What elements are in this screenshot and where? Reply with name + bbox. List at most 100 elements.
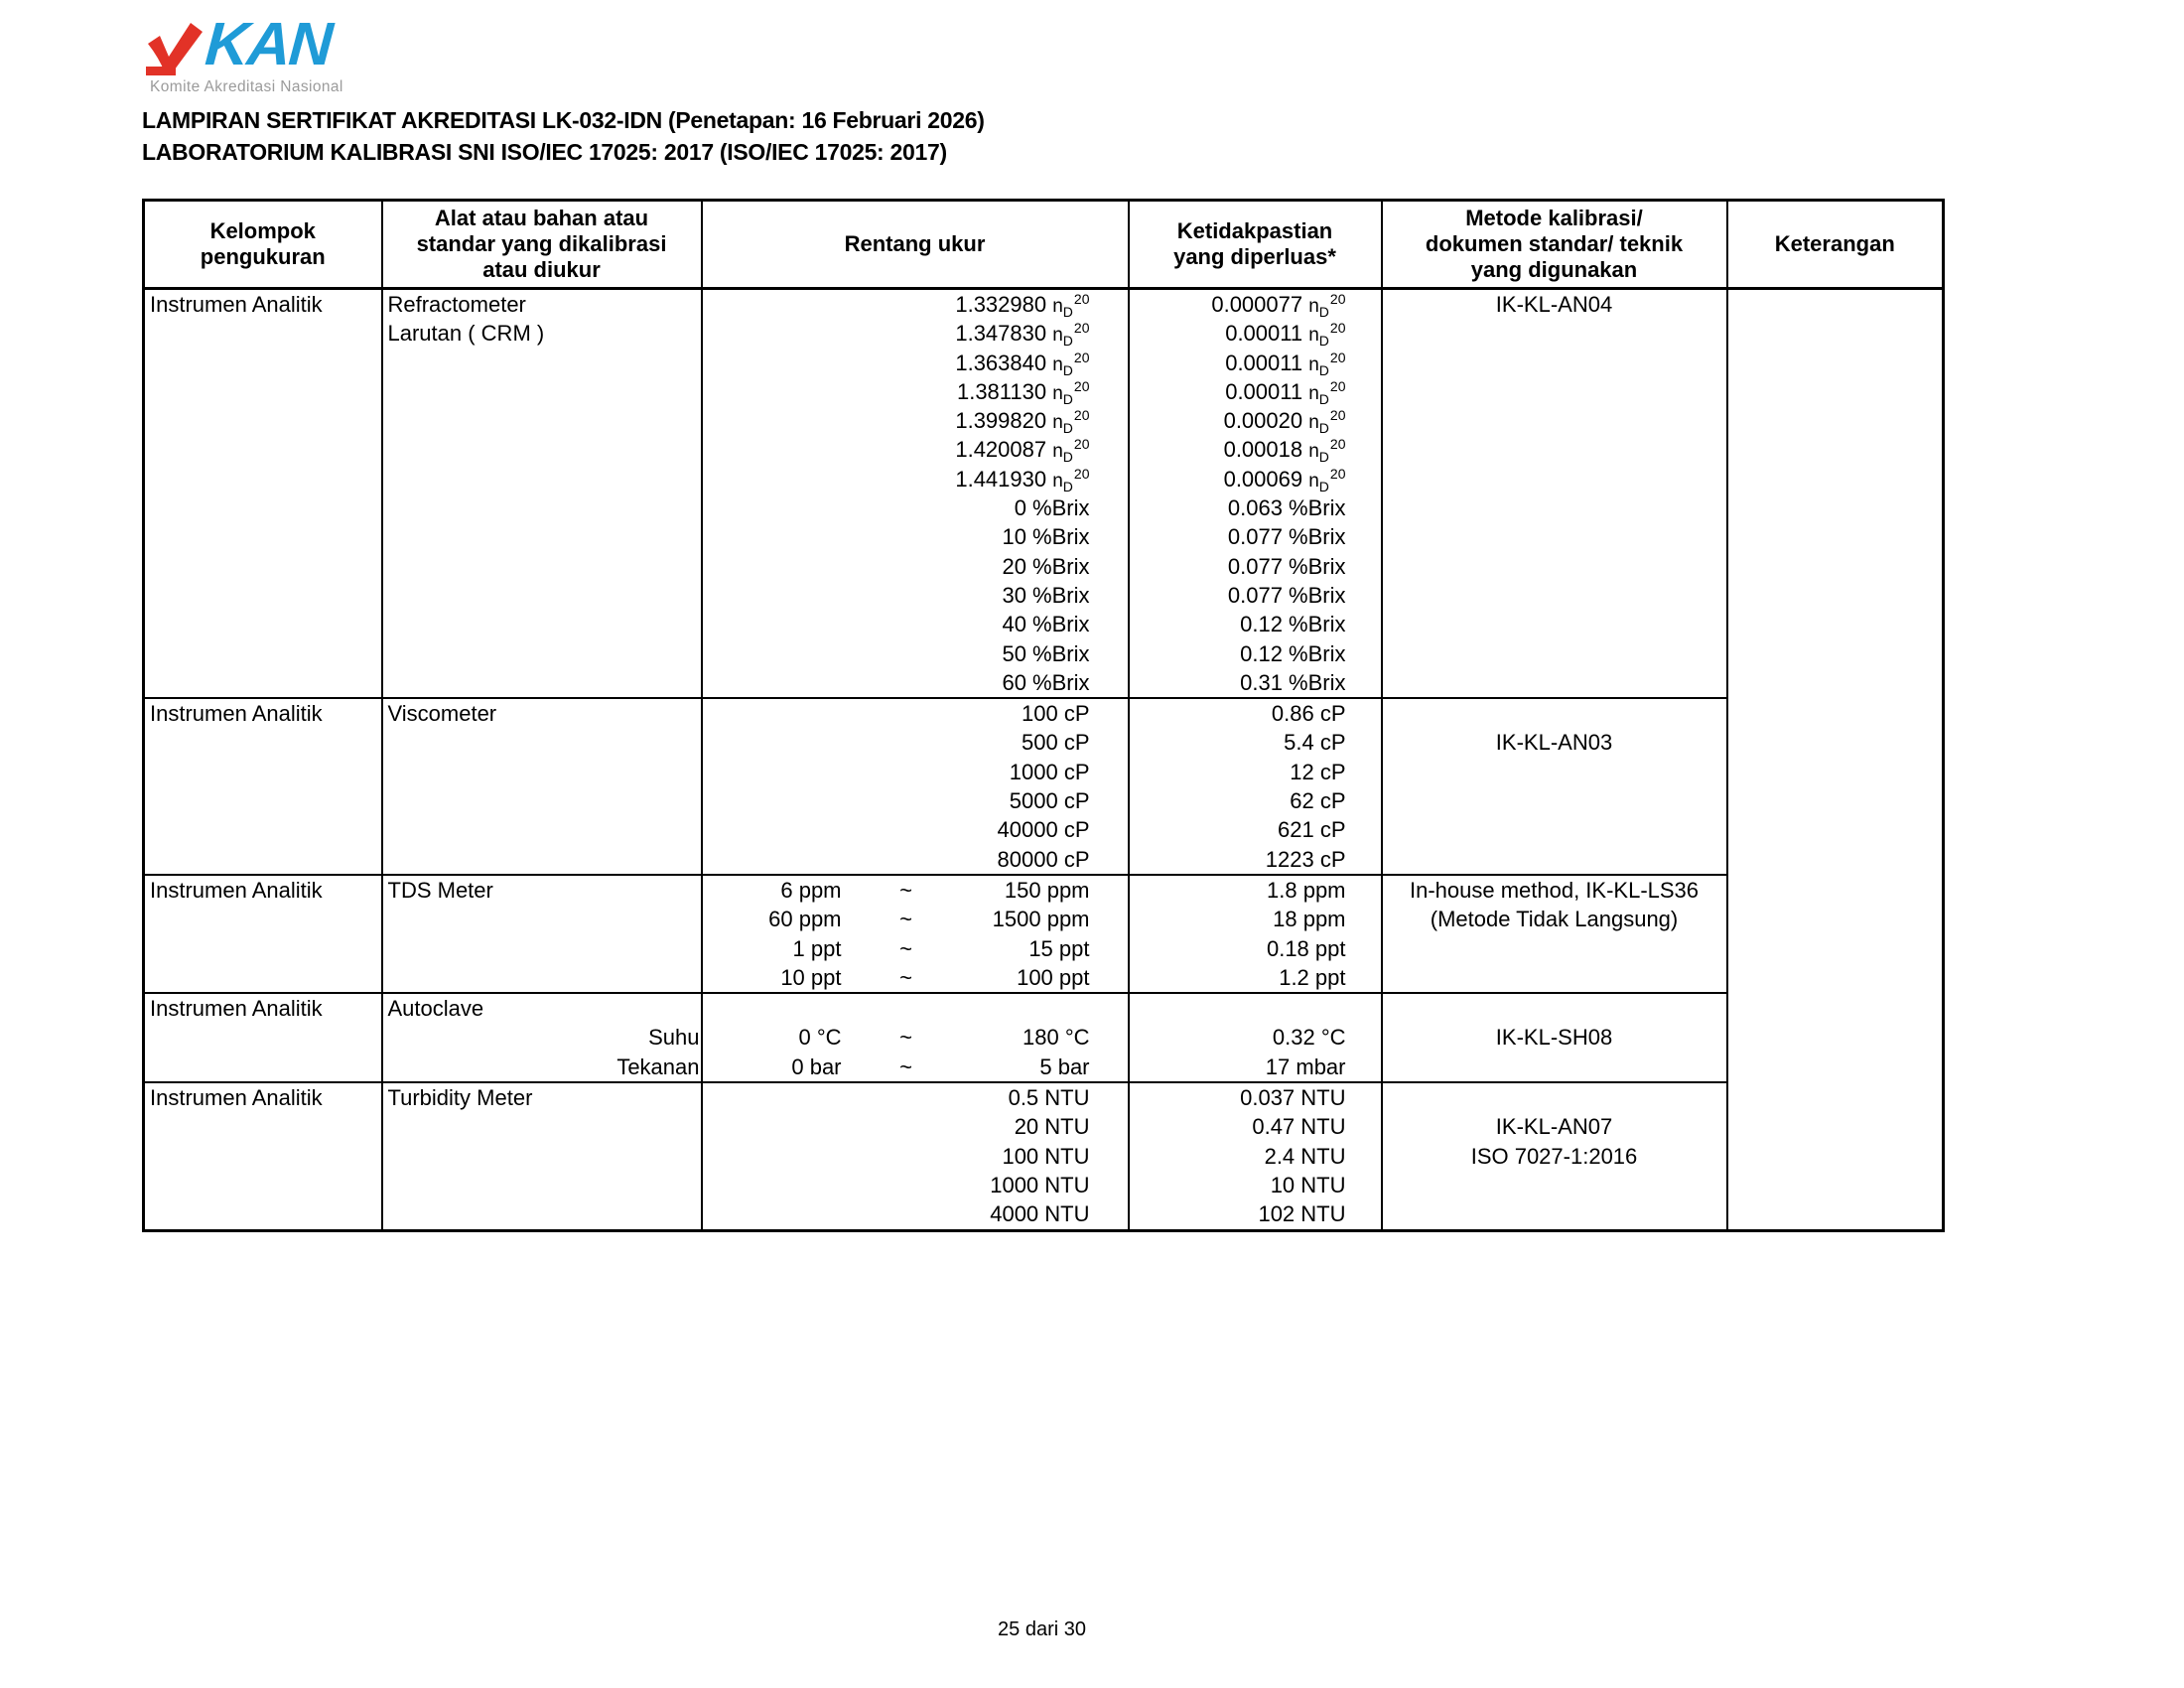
- uncertainty-line: 0.00020 nD20: [1223, 407, 1346, 436]
- metode-line: [1383, 1199, 1726, 1228]
- page-number: 25 dari 30: [998, 1618, 1086, 1640]
- metode-line: [1383, 581, 1726, 610]
- rentang-line: 40000 cP: [997, 817, 1090, 843]
- rentang-line: 1000 cP: [1009, 759, 1090, 784]
- header-metode-kalibrasi: Metode kalibrasi/ dokumen standar/ tekni…: [1380, 199, 1728, 290]
- title-line-2: LABORATORIUM KALIBRASI SNI ISO/IEC 17025…: [142, 139, 947, 165]
- range-tilde: ~: [899, 877, 912, 903]
- metode-line: [1383, 815, 1726, 844]
- alat-line: Viscometer: [387, 701, 497, 727]
- rentang-line: 1.399820 nD20: [955, 407, 1090, 436]
- table-header-row: Kelompok pengukuran Alat atau bahan atau…: [142, 199, 1945, 290]
- metode-line: [1383, 786, 1726, 815]
- alat-line: TDS Meter: [387, 877, 493, 903]
- cell-metode: In-house method, IK-KL-LS36 (Metode Tidak…: [1380, 873, 1728, 995]
- uncertainty-line: 0.077 %Brix: [1227, 553, 1346, 579]
- alat-line: [383, 639, 701, 668]
- range-max: 5 bar: [1039, 1054, 1090, 1079]
- kelompok-label: Instrumen Analitik: [150, 292, 323, 317]
- alat-line: [383, 493, 701, 522]
- alat-line: [383, 845, 701, 874]
- uncertainty-line: 0.037 NTU: [1240, 1085, 1346, 1111]
- cell-kelompok: Instrumen Analitik: [142, 287, 383, 700]
- cell-metode: IK-KL-AN04: [1380, 287, 1728, 700]
- alat-line: [383, 758, 701, 786]
- kan-logo-text: KAN: [203, 10, 334, 77]
- table-section-row: Instrumen Analitik Autoclave Suhu Tekanan 0 …: [142, 992, 1944, 1084]
- cell-kelompok: Instrumen Analitik: [142, 873, 383, 995]
- metode-line: IK-KL-SH08: [1495, 1025, 1613, 1051]
- refractive-index-unit: nD20: [1308, 407, 1346, 436]
- rentang-line: 20 NTU: [1014, 1114, 1090, 1140]
- alat-line: [383, 610, 701, 638]
- range-max: 15 ppt: [1028, 935, 1090, 961]
- uncertainty-line: 12 cP: [1290, 759, 1346, 784]
- cell-rentang-ukur: 0.5 NTU 20 NTU 100 NTU 1000 NTU 4000 NTU: [700, 1081, 1130, 1231]
- rentang-line: 10 ppt ~100 ppt: [703, 963, 1128, 992]
- alat-line: [383, 786, 701, 815]
- alat-line: [383, 1142, 701, 1171]
- kelompok-label: Instrumen Analitik: [150, 701, 323, 727]
- metode-line: [1383, 522, 1726, 551]
- uncertainty-line: 0.12 %Brix: [1240, 640, 1346, 666]
- rentang-line: 60 ppm ~1500 ppm: [703, 905, 1128, 933]
- range-max: 150 ppm: [1004, 877, 1090, 903]
- alat-line: [383, 963, 701, 992]
- refractive-index-unit: nD20: [1052, 436, 1090, 466]
- range-min: 6 ppm: [780, 877, 842, 903]
- uncertainty-line: 2.4 NTU: [1264, 1143, 1346, 1169]
- rentang-line: 0 bar ~5 bar: [703, 1053, 1128, 1081]
- metode-line: [1383, 1053, 1726, 1081]
- rentang-line: 1 ppt ~15 ppt: [703, 934, 1128, 963]
- rentang-line: 40 %Brix: [1002, 612, 1090, 637]
- metode-line: [1383, 963, 1726, 992]
- rentang-line: 5000 cP: [1009, 788, 1090, 814]
- rentang-line: 1.441930 nD20: [955, 465, 1090, 494]
- cell-metode: IK-KL-AN07 ISO 7027-1:2016: [1380, 1081, 1728, 1231]
- table-section-row: Instrumen Analitik Viscometer 100 cP 500 cP…: [142, 697, 1944, 876]
- alat-line: Suhu: [648, 1025, 700, 1051]
- refractive-index-unit: nD20: [1052, 465, 1090, 494]
- rentang-line: 6 ppm ~150 ppm: [703, 876, 1128, 905]
- header-kelompok-pengukuran: Kelompok pengukuran: [142, 199, 383, 290]
- range-tilde: ~: [899, 1025, 912, 1051]
- range-max: 1500 ppm: [992, 907, 1090, 932]
- uncertainty-line: 0.12 %Brix: [1240, 612, 1346, 637]
- refractive-index-unit: nD20: [1052, 349, 1090, 378]
- alat-line: Autoclave: [387, 996, 484, 1022]
- uncertainty-line: 1.2 ppt: [1279, 964, 1346, 990]
- alat-line: [383, 934, 701, 963]
- cell-rentang-ukur: 0 °C ~180 °C 0 bar ~5 bar: [700, 992, 1130, 1084]
- refractive-index-unit: nD20: [1308, 349, 1346, 378]
- uncertainty-line: 0.077 %Brix: [1227, 524, 1346, 550]
- uncertainty-line: 621 cP: [1277, 817, 1346, 843]
- title-line-1: LAMPIRAN SERTIFIKAT AKREDITASI LK-032-ID…: [142, 107, 985, 133]
- metode-line: [1383, 493, 1726, 522]
- refractive-index-unit: nD20: [1308, 436, 1346, 466]
- range-min: 60 ppm: [768, 907, 842, 932]
- metode-line: [1383, 845, 1726, 874]
- rentang-line: 20 %Brix: [1002, 553, 1090, 579]
- uncertainty-line: 17 mbar: [1265, 1054, 1346, 1079]
- metode-line: [1383, 406, 1726, 435]
- uncertainty-line: 1.8 ppm: [1267, 877, 1346, 903]
- alat-line: [383, 552, 701, 581]
- cell-rentang-ukur: 1.332980 nD20 1.347830 nD20 1.363840 nD20 1…: [700, 287, 1130, 700]
- range-min: 0 bar: [791, 1054, 842, 1079]
- metode-line: IK-KL-AN07: [1495, 1114, 1613, 1140]
- uncertainty-line: [1130, 994, 1381, 1023]
- document-header: LAMPIRAN SERTIFIKAT AKREDITASI LK-032-ID…: [142, 104, 985, 168]
- rentang-line: 10 %Brix: [1002, 524, 1090, 550]
- metode-line: IK-KL-AN03: [1495, 730, 1613, 756]
- uncertainty-line: 5.4 cP: [1284, 730, 1346, 756]
- cell-alat: Viscometer: [380, 697, 703, 876]
- cell-rentang-ukur: 100 cP 500 cP 1000 cP 5000 cP 40000 cP 80000 …: [700, 697, 1130, 876]
- range-tilde: ~: [899, 1054, 912, 1079]
- metode-line: [1383, 994, 1726, 1023]
- cell-kelompok: Instrumen Analitik: [142, 1081, 383, 1231]
- alat-line: [383, 581, 701, 610]
- accreditation-scope-table: Kelompok pengukuran Alat atau bahan atau…: [142, 199, 1945, 1232]
- uncertainty-line: 0.31 %Brix: [1240, 669, 1346, 695]
- rentang-line: 1.347830 nD20: [955, 320, 1090, 350]
- rentang-line: 1000 NTU: [990, 1172, 1090, 1197]
